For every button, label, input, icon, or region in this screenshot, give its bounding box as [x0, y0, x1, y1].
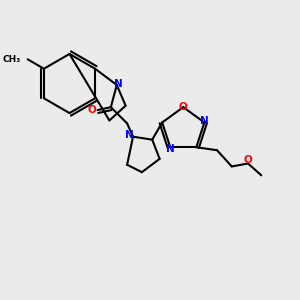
Text: N: N	[200, 116, 209, 126]
Text: CH₃: CH₃	[3, 55, 21, 64]
Text: N: N	[114, 79, 123, 88]
Text: N: N	[125, 130, 134, 140]
Text: O: O	[179, 102, 188, 112]
Text: O: O	[244, 155, 252, 165]
Text: O: O	[88, 105, 97, 115]
Text: N: N	[166, 144, 175, 154]
